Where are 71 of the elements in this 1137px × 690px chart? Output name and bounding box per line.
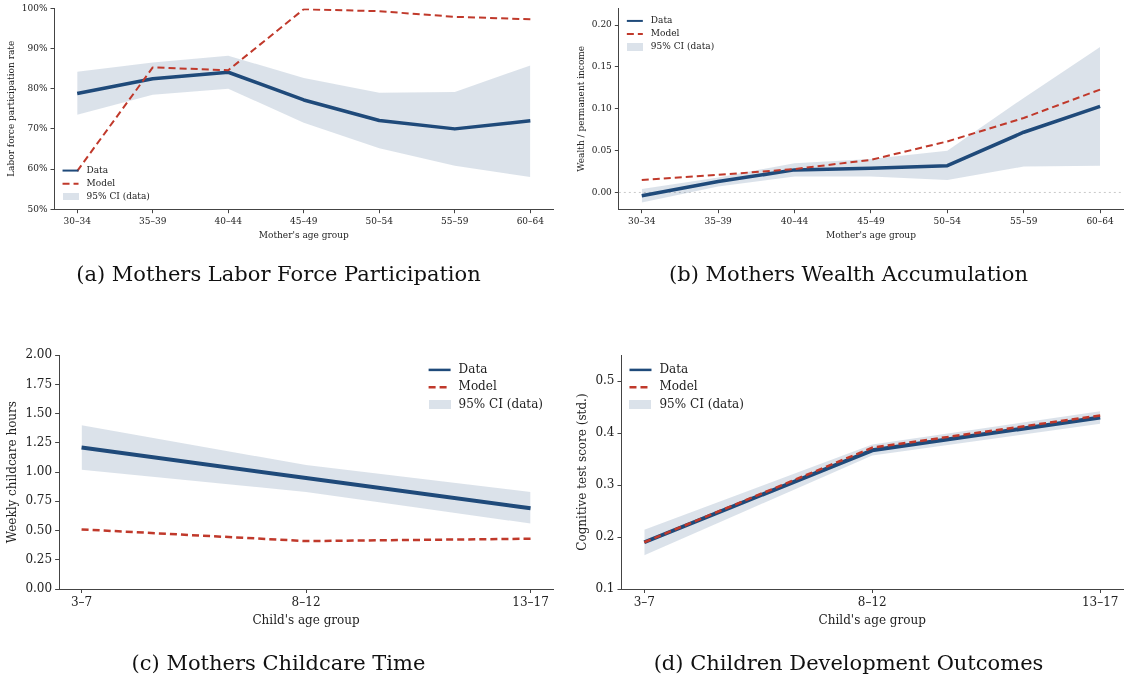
y-tick-label: 0.5 <box>595 373 615 388</box>
x-tick-label: 45–49 <box>290 215 318 226</box>
line-series <box>640 88 1102 181</box>
x-tick-label: 50–54 <box>365 215 394 226</box>
y-tick-label: 0.10 <box>591 103 613 114</box>
x-tick-label: 13–17 <box>1081 595 1119 610</box>
y-tick-label: 0.15 <box>591 61 613 72</box>
y-axis-title: Wealth / permanent income <box>575 45 586 172</box>
x-axis-title: Child's age group <box>252 612 361 627</box>
x-tick-label: 35–39 <box>704 215 733 226</box>
y-tick-label: 90% <box>27 42 48 53</box>
legend-label: Data <box>458 362 488 377</box>
annotation: 95% CI (data) <box>458 396 544 411</box>
x-tick-label: 55–59 <box>1009 215 1038 226</box>
legend-label: Model <box>458 379 497 394</box>
x-tick-label: 55–59 <box>441 215 469 226</box>
text: (c) Mothers Childcare Time <box>131 650 426 675</box>
y-tick-label: 0.25 <box>25 551 53 566</box>
line-series <box>76 8 532 173</box>
x-tick-label: 3–7 <box>70 595 93 610</box>
y-tick-label: 0.4 <box>595 425 615 440</box>
y-tick-label: 0.3 <box>595 477 615 492</box>
legend-label: Model <box>659 379 698 394</box>
x-tick-label: 8–12 <box>291 595 321 610</box>
x-axis-title: Mother's age group <box>825 229 917 240</box>
y-tick-label: 0.20 <box>591 19 613 30</box>
y-axis-title: Cognitive test score (std.) <box>575 393 590 551</box>
legend-label: Data <box>86 164 109 175</box>
annotation: 95% CI (data) <box>86 191 150 202</box>
legend-label: Model <box>86 177 116 188</box>
y-tick-label: 1.75 <box>25 376 53 391</box>
y-tick-label: 0.00 <box>25 581 53 596</box>
x-tick-label: 13–17 <box>512 595 549 610</box>
y-axis-title: Weekly childcare hours <box>5 401 20 544</box>
text: (a) Mothers Labor Force Participation <box>76 261 481 286</box>
x-axis-title: Child's age group <box>818 612 927 627</box>
text: (d) Children Development Outcomes <box>653 650 1044 675</box>
y-tick-label: 80% <box>27 83 48 94</box>
x-tick-label: 45–49 <box>857 215 885 226</box>
y-tick-label: 0.75 <box>25 493 53 508</box>
x-tick-label: 60–64 <box>516 215 545 226</box>
x-tick-label: 50–54 <box>933 215 962 226</box>
x-axis-title: Mother's age group <box>258 229 349 240</box>
y-tick-label: 50% <box>27 203 48 214</box>
y-tick-label: 100% <box>21 2 48 13</box>
x-tick-label: 3–7 <box>633 595 655 610</box>
y-tick-label: 1.00 <box>25 464 53 479</box>
y-tick-label: 0.05 <box>591 144 613 155</box>
x-tick-label: 30–34 <box>63 215 92 226</box>
x-tick-label: 8–12 <box>857 595 887 610</box>
y-tick-label: 1.50 <box>25 405 53 420</box>
y-tick-label: 2.00 <box>25 347 53 362</box>
y-tick-label: 0.00 <box>591 186 613 197</box>
x-tick-label: 60–64 <box>1086 215 1115 226</box>
y-tick-label: 1.25 <box>25 435 53 449</box>
legend-label: Data <box>659 362 689 377</box>
x-tick-label: 40–44 <box>780 215 809 226</box>
y-axis-title: Labor force participation rate <box>5 40 16 177</box>
x-tick-label: 40–44 <box>214 215 243 226</box>
x-tick-label: 30–34 <box>628 215 656 226</box>
legend-label: Model <box>650 28 680 39</box>
annotation: 95% CI (data) <box>650 41 715 52</box>
legend-label: Data <box>650 15 674 26</box>
y-tick-label: 60% <box>27 163 48 174</box>
y-tick-label: 0.1 <box>595 581 615 596</box>
text: (b) Mothers Wealth Accumulation <box>669 261 1028 286</box>
annotation: 95% CI (data) <box>659 396 744 411</box>
y-tick-label: 0.50 <box>25 522 53 537</box>
y-tick-label: 0.2 <box>595 529 615 544</box>
x-tick-label: 35–39 <box>139 215 167 226</box>
y-tick-label: 70% <box>27 123 48 134</box>
